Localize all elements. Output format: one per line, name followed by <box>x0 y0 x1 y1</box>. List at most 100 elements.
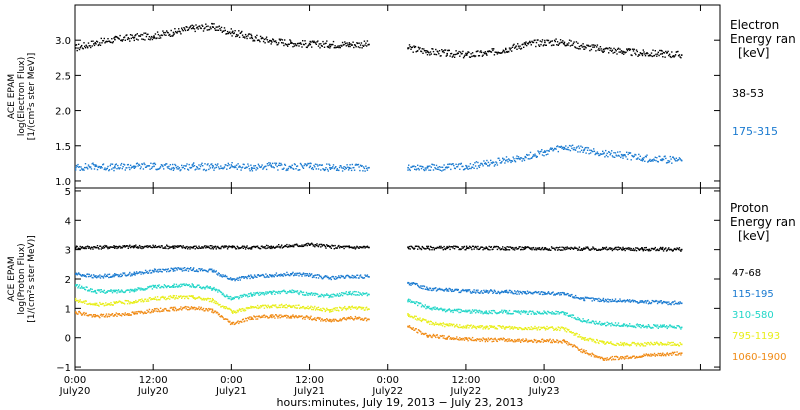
data-point <box>583 299 586 302</box>
data-point <box>169 33 171 36</box>
data-point <box>204 163 206 165</box>
data-point <box>470 167 472 170</box>
data-point <box>244 295 247 297</box>
data-point <box>659 324 662 326</box>
data-point <box>111 313 113 316</box>
data-point <box>581 249 584 251</box>
data-point <box>347 274 349 277</box>
data-point <box>183 27 185 29</box>
data-point <box>461 310 463 312</box>
data-point <box>313 244 315 246</box>
data-point <box>650 327 653 329</box>
data-point <box>598 47 600 50</box>
data-point <box>102 245 105 248</box>
data-point <box>200 297 202 300</box>
data-point <box>456 310 459 312</box>
data-point <box>539 293 541 295</box>
data-point <box>505 310 507 312</box>
data-point <box>635 343 637 345</box>
data-point <box>348 42 350 44</box>
data-point <box>526 42 529 45</box>
data-point <box>195 168 197 170</box>
data-point <box>243 293 245 296</box>
data-point <box>320 309 323 312</box>
data-point <box>248 33 251 35</box>
data-point <box>585 320 587 322</box>
data-point <box>171 286 173 288</box>
data-point <box>541 247 543 250</box>
data-point <box>626 342 628 345</box>
data-point <box>602 297 605 300</box>
data-point <box>478 55 481 57</box>
data-point <box>677 303 679 305</box>
data-point <box>108 313 110 315</box>
data-point <box>208 307 210 310</box>
data-point <box>90 168 93 170</box>
data-point <box>132 165 135 167</box>
data-point <box>243 36 245 38</box>
data-point <box>416 245 418 247</box>
data-point <box>258 274 260 277</box>
data-point <box>311 242 313 244</box>
data-point <box>336 293 338 295</box>
data-point <box>300 273 302 276</box>
data-point <box>637 55 639 57</box>
data-point <box>501 290 503 292</box>
data-point <box>628 151 630 154</box>
data-point <box>638 324 640 326</box>
data-point <box>256 166 258 169</box>
data-point <box>454 288 456 291</box>
data-point <box>603 341 605 343</box>
data-point <box>476 311 478 313</box>
data-point <box>530 313 532 315</box>
data-point <box>655 53 657 55</box>
data-point <box>177 245 179 247</box>
data-point <box>570 40 572 42</box>
data-point <box>144 163 146 166</box>
data-point <box>270 246 273 248</box>
data-point <box>563 147 566 149</box>
data-point <box>287 246 290 248</box>
data-point <box>644 249 647 251</box>
data-point <box>184 284 187 287</box>
data-point <box>361 47 363 49</box>
data-point <box>647 303 650 305</box>
data-point <box>357 306 360 309</box>
data-point <box>517 43 519 45</box>
data-point <box>344 292 347 295</box>
data-point <box>448 308 450 310</box>
data-point <box>574 294 577 297</box>
data-point <box>187 309 189 311</box>
data-point <box>411 245 413 248</box>
data-point <box>90 288 92 290</box>
data-point <box>521 328 523 331</box>
data-point <box>477 326 480 329</box>
data-point <box>423 48 425 50</box>
data-point <box>99 274 101 276</box>
data-point <box>184 28 186 30</box>
data-point <box>112 304 114 306</box>
data-point <box>138 246 140 248</box>
data-point <box>411 300 413 303</box>
data-point <box>621 343 623 345</box>
data-point <box>152 244 154 246</box>
data-point <box>351 163 353 166</box>
data-point <box>275 304 277 306</box>
data-point <box>230 28 232 30</box>
data-point <box>574 317 576 319</box>
data-point <box>480 326 483 328</box>
y-axis-label: ACE EPAM <box>7 256 17 301</box>
data-point <box>142 289 145 291</box>
data-point <box>99 245 102 247</box>
data-point <box>421 304 423 306</box>
data-point <box>526 328 529 331</box>
data-point <box>517 328 519 330</box>
data-point <box>172 163 174 166</box>
data-point <box>232 278 235 280</box>
data-point <box>172 31 175 34</box>
data-point <box>284 290 287 293</box>
data-point <box>665 247 667 249</box>
data-point <box>184 284 186 286</box>
data-point <box>180 169 182 171</box>
data-point <box>255 169 257 171</box>
